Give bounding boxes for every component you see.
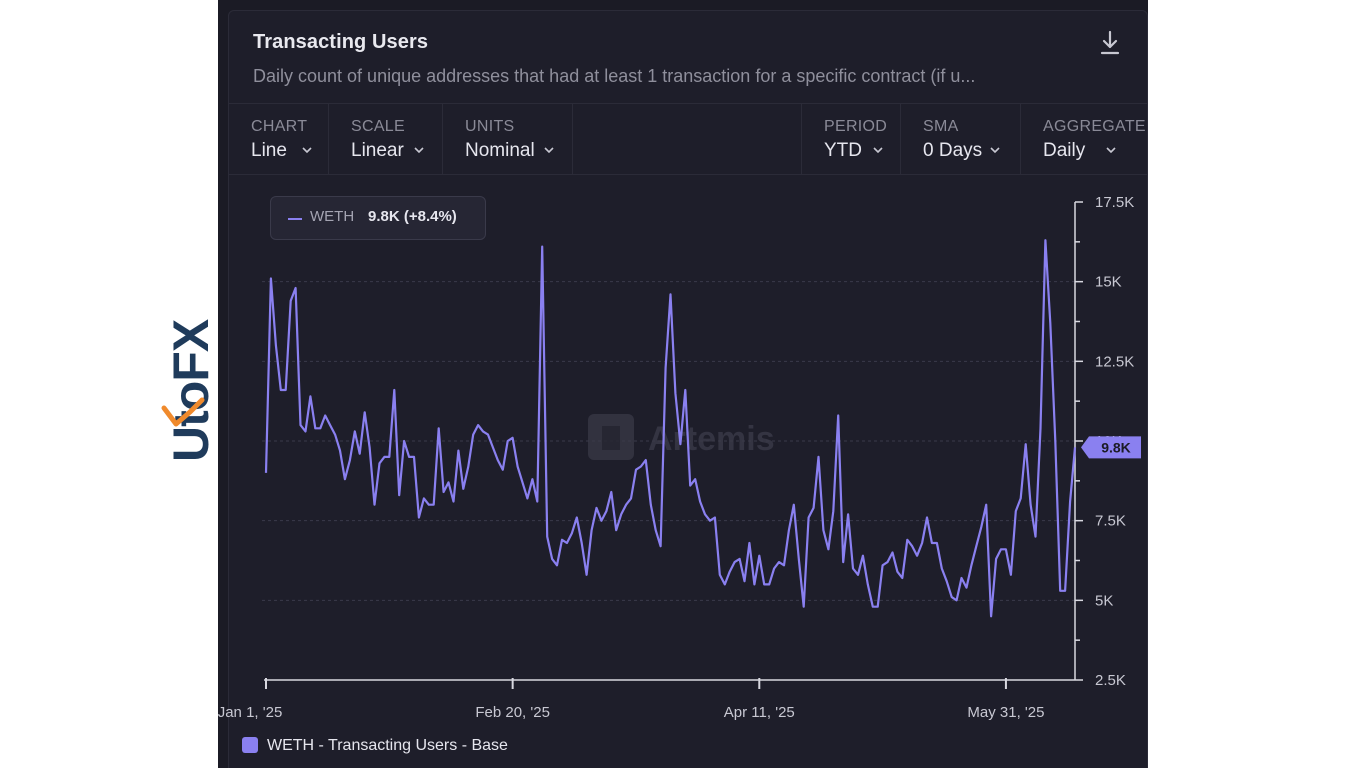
artemis-watermark: Artemis xyxy=(588,414,775,460)
period-select[interactable]: PERIOD YTD xyxy=(801,104,901,174)
units-select[interactable]: UNITS Nominal xyxy=(443,104,573,174)
current-value-marker: 9.8K xyxy=(1081,436,1141,459)
x-tick-label: May 31, '25 xyxy=(967,704,1044,721)
chart-type-label: CHART xyxy=(251,118,308,135)
scale-label: SCALE xyxy=(351,118,405,135)
download-icon[interactable] xyxy=(1097,29,1123,57)
chart-controls: CHART Line SCALE Linear UNITS Nominal PE… xyxy=(229,103,1147,175)
period-value: YTD xyxy=(824,140,862,161)
aggregate-value: Daily xyxy=(1043,140,1086,161)
tooltip-value: 9.8K (+8.4%) xyxy=(368,208,457,225)
x-axis: Jan 1, '25 Feb 20, '25 Apr 11, '25 May 31, … xyxy=(218,678,1075,721)
aggregate-label: AGGREGATE xyxy=(1043,118,1146,135)
current-value-badge xyxy=(1081,436,1141,459)
logo-arrow-icon xyxy=(161,397,205,427)
series-weth xyxy=(264,239,1077,618)
y-tick-label: 15K xyxy=(1095,274,1122,291)
y-tick-label: 2.5K xyxy=(1095,672,1126,689)
scale-value: Linear xyxy=(351,140,404,161)
card-subtitle: Daily count of unique addresses that had… xyxy=(253,66,976,86)
tooltip-series-swatch xyxy=(288,218,302,220)
chevron-down-icon xyxy=(544,147,554,154)
tooltip: WETH 9.8K (+8.4%) xyxy=(270,196,486,240)
x-tick-label: Jan 1, '25 xyxy=(218,704,282,721)
y-tick-label: 7.5K xyxy=(1095,513,1126,530)
series-line xyxy=(264,239,1077,618)
chevron-down-icon xyxy=(302,147,312,154)
chart-type-select[interactable]: CHART Line xyxy=(229,104,329,174)
y-tick-label: 5K xyxy=(1095,592,1113,609)
x-tick-label: Feb 20, '25 xyxy=(475,704,550,721)
sma-select[interactable]: SMA 0 Days xyxy=(901,104,1021,174)
utofx-logo: UtoFX xyxy=(161,319,218,462)
sma-label: SMA xyxy=(923,118,959,135)
y-tick-label: 17.5K xyxy=(1095,194,1134,211)
tooltip-series-name: WETH xyxy=(310,208,355,225)
sma-value: 0 Days xyxy=(923,140,983,161)
chevron-down-icon xyxy=(990,147,1000,154)
legend-swatch xyxy=(242,737,258,753)
logo-text: UtoFX xyxy=(163,319,218,462)
chart-panel: Transacting Users Daily count of unique … xyxy=(218,0,1148,768)
chevron-down-icon xyxy=(1106,147,1116,154)
units-value: Nominal xyxy=(465,140,535,161)
scale-select[interactable]: SCALE Linear xyxy=(329,104,443,174)
card-title: Transacting Users xyxy=(253,31,429,53)
chart-card: Transacting Users Daily count of unique … xyxy=(228,10,1148,768)
chevron-down-icon xyxy=(873,147,883,154)
legend-label: WETH - Transacting Users - Base xyxy=(267,737,508,754)
chevron-down-icon xyxy=(414,147,424,154)
x-tick-label: Apr 11, '25 xyxy=(724,704,795,721)
y-tick-label: 12.5K xyxy=(1095,353,1134,370)
period-label: PERIOD xyxy=(824,118,888,135)
watermark-text: Artemis xyxy=(648,420,775,458)
chart-type-value: Line xyxy=(251,140,287,161)
aggregate-select[interactable]: AGGREGATE Daily xyxy=(1021,104,1147,174)
units-label: UNITS xyxy=(465,118,515,135)
current-value-label: 9.8K xyxy=(1101,439,1131,455)
